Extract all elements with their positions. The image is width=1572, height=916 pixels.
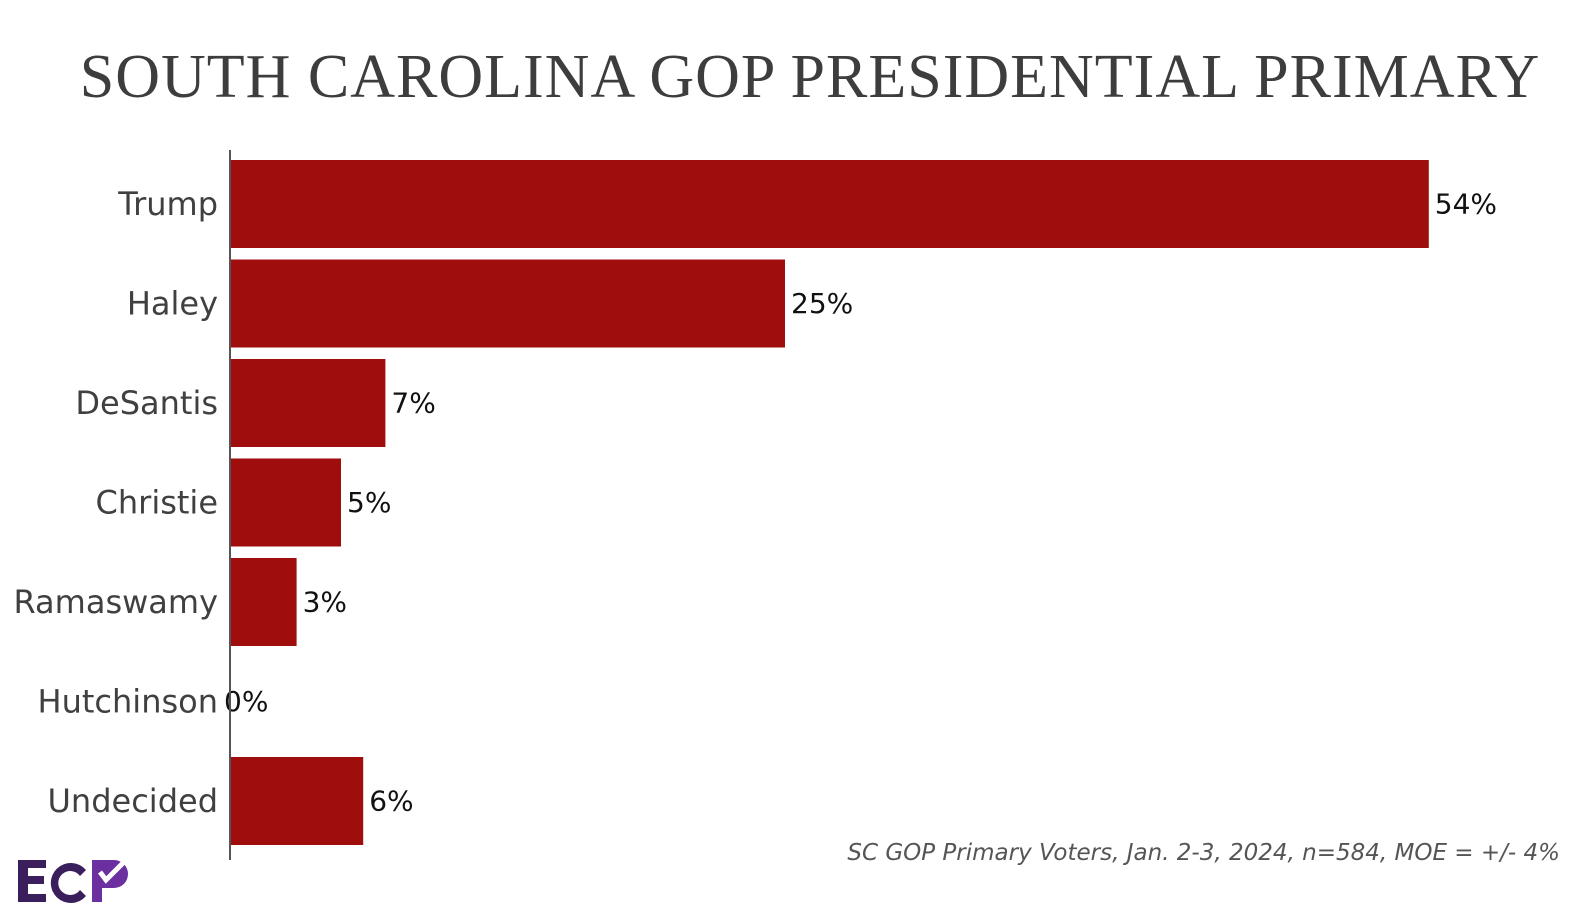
bar-row-hutchinson: Hutchinson 0% [38,683,269,721]
bar-row-desantis: DeSantis 7% [75,359,436,447]
bar-ramaswamy [230,558,297,646]
category-label-haley: Haley [127,285,218,323]
chart-title: SOUTH CAROLINA GOP PRESIDENTIAL PRIMARY [79,43,1541,111]
source-note: SC GOP Primary Voters, Jan. 2-3, 2024, n… [847,840,1560,866]
value-label-christie: 5% [347,486,391,519]
bar-row-ramaswamy: Ramaswamy 3% [14,558,347,646]
category-label-hutchinson: Hutchinson [38,683,218,721]
value-label-ramaswamy: 3% [303,586,347,619]
value-label-desantis: 7% [391,387,435,420]
bar-christie [230,458,341,547]
category-label-undecided: Undecided [48,782,219,820]
category-label-ramaswamy: Ramaswamy [14,583,218,621]
bar-undecided [230,757,364,845]
bar-row-haley: Haley 25% [127,259,853,348]
value-label-hutchinson: 0% [224,685,268,718]
value-label-haley: 25% [791,287,853,320]
ecp-logo-mark [18,860,128,903]
bars-layer: Trump 54% Haley 25% DeSantis 7% Christie 5% Rama… [14,160,1497,845]
ecp-logo [18,860,128,903]
category-label-christie: Christie [96,484,218,522]
bar-row-trump: Trump 54% [117,160,1497,248]
bar-row-christie: Christie 5% [96,458,391,547]
bar-trump [230,160,1429,248]
category-label-trump: Trump [117,185,218,223]
bar-haley [230,259,785,348]
value-label-undecided: 6% [369,785,413,818]
category-label-desantis: DeSantis [75,384,218,422]
bar-desantis [230,359,386,447]
bar-row-undecided: Undecided 6% [48,757,414,845]
value-label-trump: 54% [1435,188,1497,221]
